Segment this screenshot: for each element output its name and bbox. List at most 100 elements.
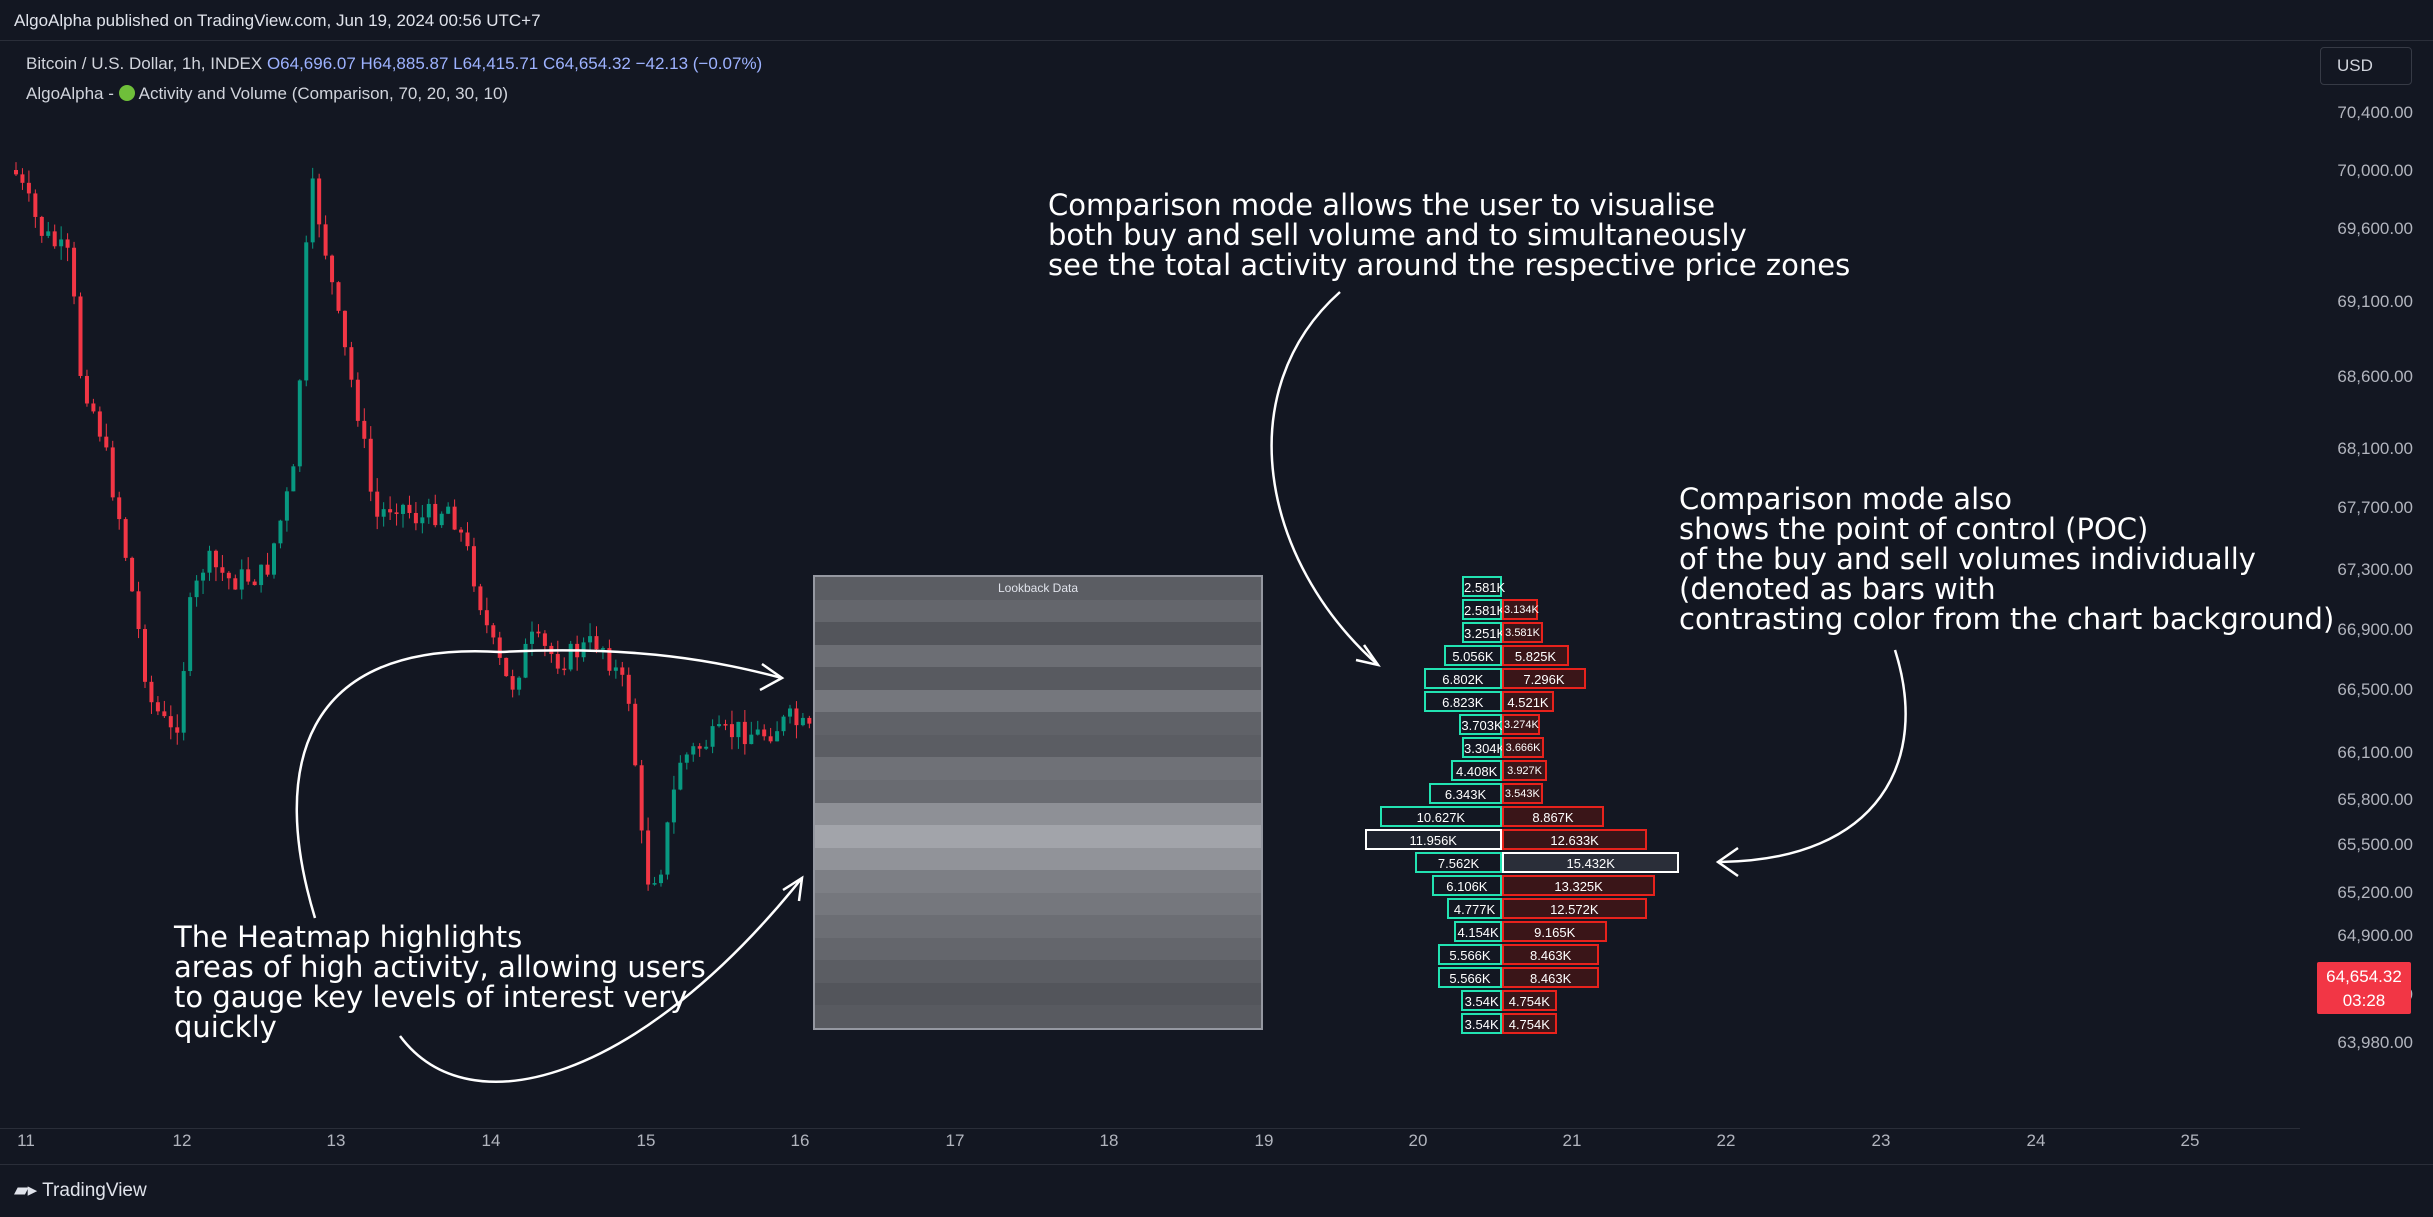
candle-body — [388, 509, 393, 513]
buy-volume-bar: 2.581K — [1462, 576, 1505, 597]
sell-volume-bar: 3.134K — [1502, 599, 1539, 620]
candle-body — [110, 447, 115, 498]
candle-body — [413, 512, 418, 524]
sell-volume-bar: 3.581K — [1502, 622, 1544, 643]
publisher-text: AlgoAlpha published on TradingView.com, … — [14, 11, 541, 30]
candle-body — [717, 724, 722, 727]
candle-body — [807, 717, 812, 724]
candle-body — [452, 506, 457, 530]
candle-body — [446, 506, 451, 514]
candle-body — [375, 491, 380, 517]
annotation-line: quickly — [174, 1010, 277, 1044]
sell-volume-bar: 8.867K — [1502, 806, 1604, 827]
candle-body — [181, 671, 186, 733]
candle-body — [342, 310, 347, 348]
buy-volume-bar: 4.154K — [1454, 921, 1502, 942]
arrow-heatmap-bottom — [398, 877, 803, 1083]
arrow-poc — [1719, 649, 1907, 864]
price-tick: 66,100.00 — [2337, 743, 2413, 762]
heatmap-band — [815, 599, 1261, 624]
sell-volume-bar: 3.543K — [1502, 783, 1543, 804]
candle-body — [671, 789, 676, 823]
candle-body — [736, 721, 741, 738]
buy-volume-bar: 6.802K — [1423, 668, 1502, 689]
sell-volume-bar: 15.432K — [1502, 852, 1680, 873]
footer-bar: ▰▸ TradingView — [0, 1164, 2433, 1217]
price-tick: 68,600.00 — [2337, 367, 2413, 386]
time-tick: 16 — [790, 1131, 810, 1150]
candle-body — [555, 654, 560, 669]
arrow-poc-head — [1715, 846, 1739, 878]
sell-volume-bar: 3.927K — [1502, 760, 1548, 781]
price-axis[interactable]: 70,400.00 70,000.00 69,600.00 69,100.00 68,6… — [2300, 40, 2433, 1162]
candle-body — [678, 762, 683, 790]
heatmap-box: Lookback Data — [813, 575, 1263, 1030]
candle-body — [762, 729, 767, 737]
annotation-line: shows the point of control (POC) — [1679, 512, 2149, 546]
time-axis-line — [0, 1128, 2300, 1129]
candle-body — [639, 765, 644, 831]
heatmap-band — [815, 870, 1261, 894]
candle-body — [97, 411, 102, 437]
candle-body — [568, 643, 573, 670]
candle-body — [168, 716, 173, 728]
price-tick: 69,100.00 — [2337, 292, 2413, 311]
candle-body — [478, 586, 483, 611]
annotation-line: of the buy and sell volumes individually — [1679, 542, 2256, 576]
candle-body — [149, 681, 154, 703]
currency-button[interactable]: USD — [2320, 47, 2412, 85]
annotation-arrows — [295, 291, 1907, 1083]
heatmap-band — [815, 982, 1261, 1007]
buy-volume-bar: 6.343K — [1429, 783, 1502, 804]
tradingview-logo[interactable]: ▰▸ TradingView — [14, 1179, 147, 1202]
candle-body — [46, 231, 51, 236]
candle-body — [259, 564, 264, 586]
sell-volume-bar: 4.754K — [1502, 990, 1557, 1011]
indicator-author[interactable]: AlgoAlpha - — [26, 84, 114, 103]
annotation-line: see the total activity around the respec… — [1048, 248, 1851, 282]
time-tick: 19 — [1254, 1131, 1274, 1150]
sell-volume-bar: 4.754K — [1502, 1013, 1557, 1034]
time-tick: 15 — [636, 1131, 656, 1150]
symbol-name[interactable]: Bitcoin / U.S. Dollar, 1h, INDEX — [26, 54, 263, 73]
buy-volume-bar: 3.251K — [1462, 622, 1505, 643]
annotation-line: The Heatmap highlights — [174, 920, 523, 954]
candle-body — [65, 239, 70, 248]
candle-body — [781, 716, 786, 732]
candle-body — [742, 721, 747, 745]
candle-body — [78, 296, 83, 376]
price-tick: 67,700.00 — [2337, 498, 2413, 517]
annotation-comparison: Comparison mode allows the user to visua… — [1048, 190, 1850, 280]
time-tick: 23 — [1871, 1131, 1891, 1150]
heatmap-band — [815, 825, 1261, 849]
candle-body — [155, 702, 160, 712]
chart-legend[interactable]: Bitcoin / U.S. Dollar, 1h, INDEX O64,696… — [26, 52, 762, 112]
candle-body — [291, 466, 296, 492]
candle-body — [768, 736, 773, 742]
candle-body — [755, 729, 760, 735]
candle-body — [162, 711, 167, 717]
candle-body — [175, 727, 180, 733]
brand-name: TradingView — [42, 1180, 147, 1201]
candle-body — [72, 247, 77, 297]
price-tick: 66,500.00 — [2337, 680, 2413, 699]
heatmap-band — [815, 937, 1261, 962]
candle-body — [704, 746, 709, 749]
candle-body — [272, 543, 276, 575]
heatmap-band — [815, 802, 1261, 827]
heatmap-band — [815, 712, 1261, 736]
buy-volume-bar: 5.566K — [1437, 967, 1502, 988]
time-tick: 24 — [2026, 1131, 2046, 1150]
candle-body — [542, 633, 547, 646]
time-tick: 17 — [945, 1131, 965, 1150]
indicator-name[interactable]: Activity and Volume (Comparison, 70, 20,… — [138, 84, 509, 103]
candle-body — [426, 503, 431, 518]
arrow-heatmap-top — [295, 649, 783, 919]
candle-body — [710, 726, 715, 747]
candle-body — [323, 224, 328, 256]
time-tick: 18 — [1099, 1131, 1119, 1150]
time-tick: 25 — [2180, 1131, 2200, 1150]
candle-body — [626, 674, 631, 704]
candle-body — [697, 746, 702, 749]
time-tick: 12 — [172, 1131, 192, 1150]
